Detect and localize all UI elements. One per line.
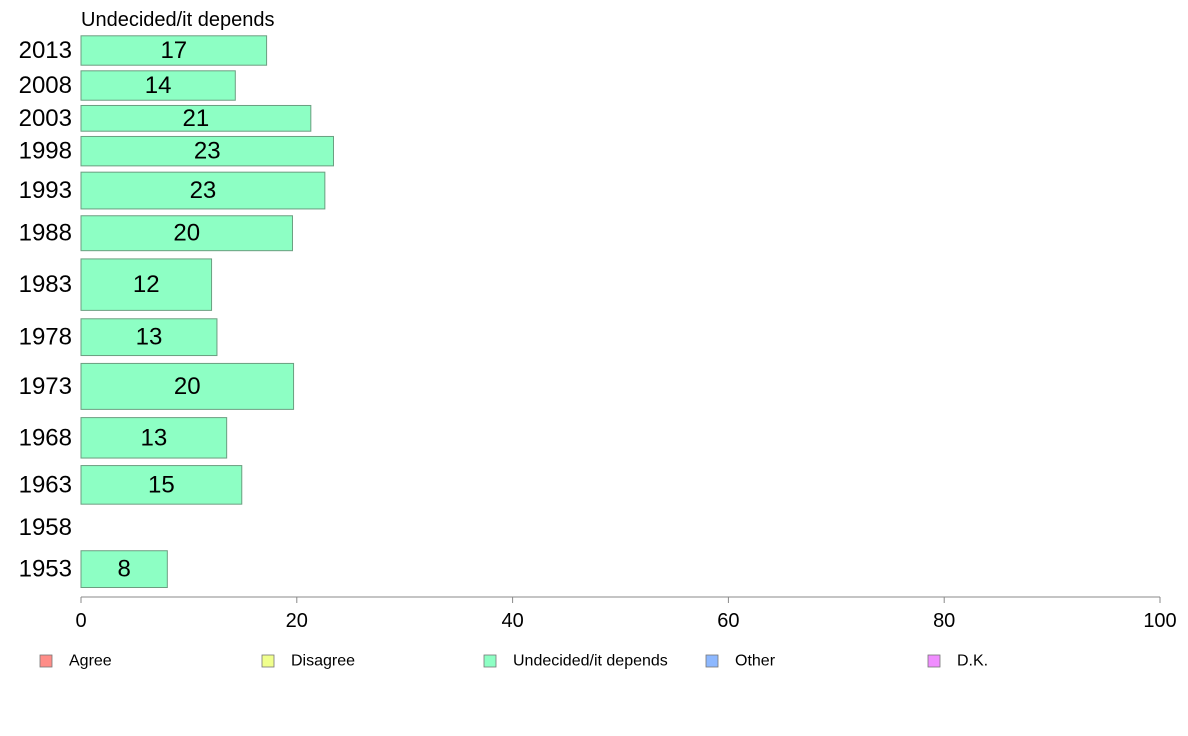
- year-label: 1983: [19, 271, 72, 298]
- x-tick-label: 60: [717, 610, 739, 632]
- legend-swatch: [927, 654, 941, 668]
- year-label: 1998: [19, 138, 72, 165]
- year-label: 1988: [19, 220, 72, 247]
- bar-value-label: 13: [136, 324, 163, 351]
- year-label: 2008: [19, 72, 72, 99]
- x-tick-label: 80: [933, 610, 955, 632]
- bar: [80, 215, 293, 252]
- legend-label: Disagree: [291, 653, 355, 670]
- bar: [80, 318, 218, 357]
- legend-swatch: [261, 654, 275, 668]
- bar-value-label: 21: [183, 105, 210, 132]
- legend-label: Agree: [69, 653, 112, 670]
- bar-value-label: 14: [145, 72, 172, 99]
- bar: [80, 362, 295, 410]
- year-label: 2003: [19, 105, 72, 132]
- legend-swatch: [39, 654, 53, 668]
- year-label: 1963: [19, 471, 72, 498]
- x-axis: 0 20 40 60 80 100: [75, 596, 1177, 632]
- legend-label: Other: [735, 653, 776, 670]
- legend-label: D.K.: [957, 653, 988, 670]
- year-label: 1978: [19, 324, 72, 351]
- bar: [80, 135, 334, 167]
- bar-value-label: 23: [194, 138, 221, 165]
- x-tick-label: 100: [1143, 610, 1176, 632]
- bar: [80, 550, 168, 588]
- bar: [80, 258, 213, 311]
- legend-swatch: [483, 654, 497, 668]
- bar-value-label: 15: [148, 471, 175, 498]
- bar: [80, 171, 326, 210]
- year-label: 1958: [19, 514, 72, 541]
- bar: [80, 104, 312, 132]
- bar-value-label: 13: [140, 424, 167, 451]
- bar: [80, 70, 236, 101]
- bar-value-label: 12: [133, 271, 160, 298]
- x-tick-label: 40: [501, 610, 523, 632]
- bar: [80, 465, 243, 505]
- year-label: 1953: [19, 556, 72, 583]
- panel-title: Undecided/it depends: [81, 9, 274, 31]
- bar-value-label: 8: [117, 556, 130, 583]
- bar: [80, 35, 268, 66]
- bar-value-label: 20: [173, 220, 200, 247]
- bar-value-label: 17: [160, 37, 187, 64]
- legend-swatch: [705, 654, 719, 668]
- x-tick-label: 0: [75, 610, 86, 632]
- legend-label: Undecided/it depends: [513, 653, 668, 670]
- year-label: 1993: [19, 177, 72, 204]
- year-label: 1968: [19, 424, 72, 451]
- x-tick-label: 20: [286, 610, 308, 632]
- bar: [80, 417, 228, 459]
- legend: Agree Disagree Undecided/it depends Other D.…: [39, 653, 988, 670]
- year-label: 1973: [19, 373, 72, 400]
- bar-value-label: 23: [190, 177, 217, 204]
- bar-value-label: 20: [174, 373, 201, 400]
- year-label: 2013: [19, 37, 72, 64]
